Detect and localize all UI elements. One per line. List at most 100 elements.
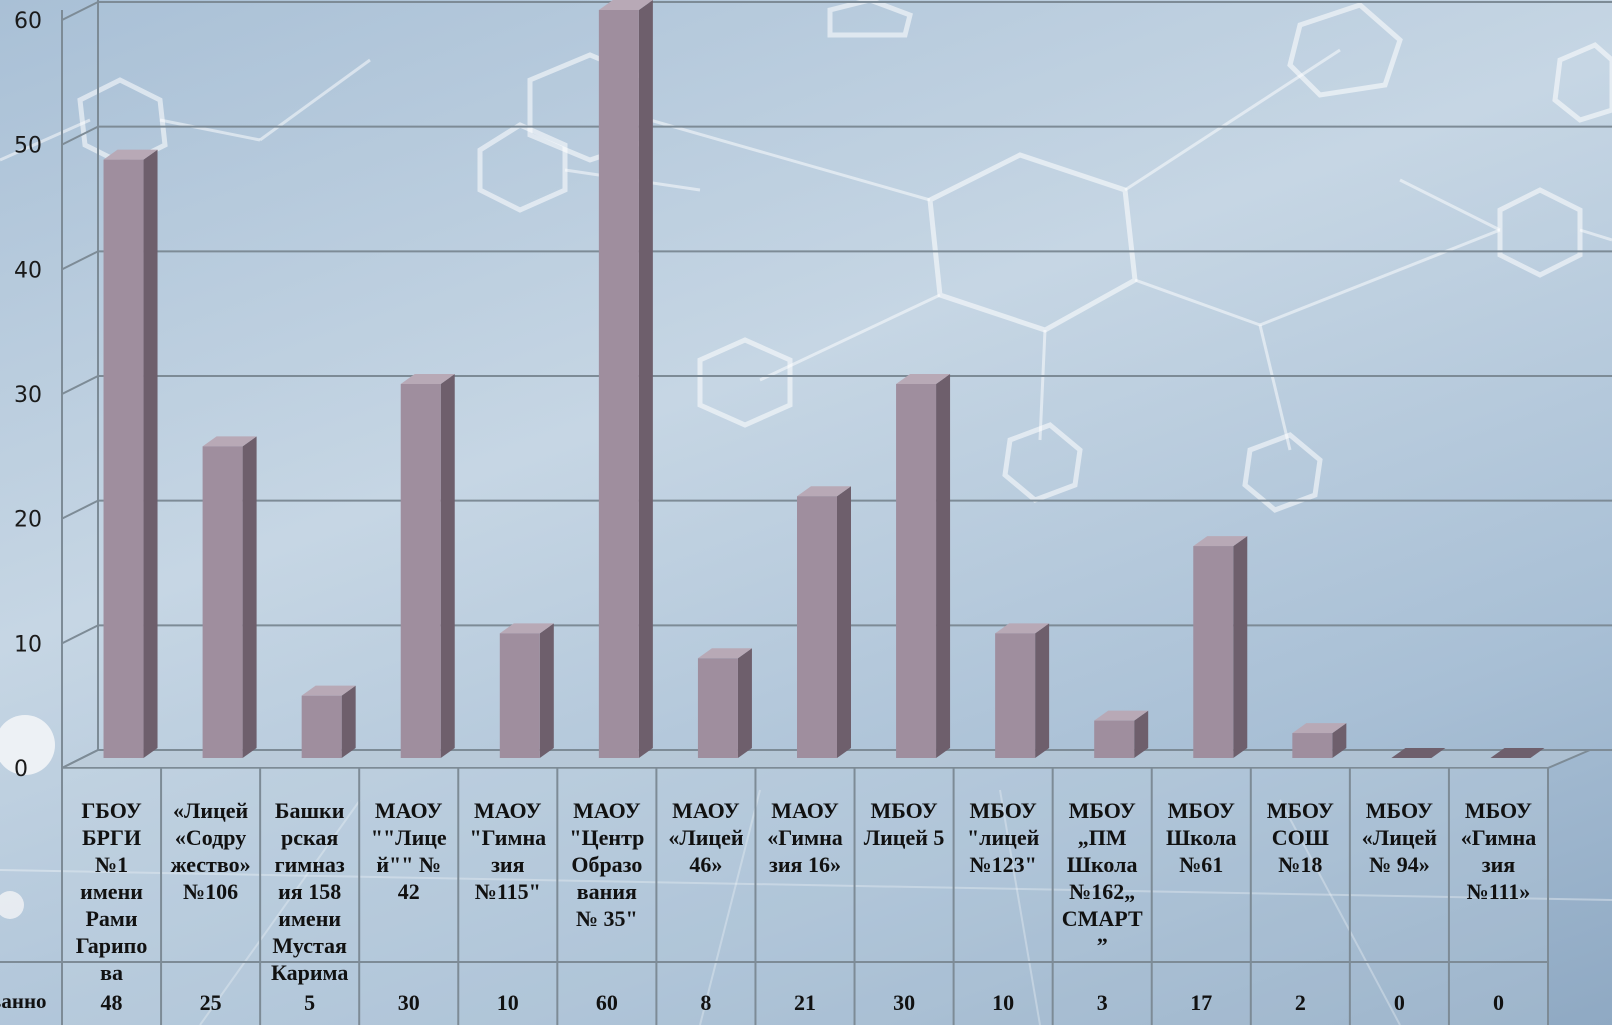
bar-side [242,436,257,758]
bar [1292,723,1347,758]
bar-front [103,159,144,759]
y-tick-label: 50 [14,134,42,159]
category-label-line: МАОУ [573,798,641,823]
bar-side [440,374,455,758]
category-label-line: МБОУ [1168,798,1235,823]
category-label-line: МАОУ [474,798,542,823]
category-label-line: Мустая [272,933,347,958]
series-row-label: ванно [0,989,47,1013]
category-label: Башки рская гимназ ия 158 имени Мустая Карима [271,798,348,985]
bar-top [995,623,1050,634]
category-label-line: БРГИ [82,825,141,850]
bar-side [1035,623,1050,758]
category-label-line: МБОУ [870,798,937,823]
gridline-diagonal [61,125,99,146]
bar-front [1292,733,1333,758]
category-label: МБОУ СОШ №18 [1267,798,1334,877]
bar-side [1332,723,1347,758]
category-label-line: Школа [1067,852,1138,877]
category-label-line: МБОУ [1069,798,1136,823]
bar-top [697,648,752,659]
category-label-line: ” [1097,933,1108,958]
data-value-label: 0 [1493,990,1504,1015]
category-label-line: ва [100,960,123,985]
bar-top [400,374,455,384]
y-tick-label: 0 [14,757,28,782]
bar-front [1193,546,1234,758]
category-label-line: №61 [1179,852,1223,877]
category-label-line: МБОУ [1366,798,1433,823]
category-label-line: «Содру [175,825,246,850]
category-label-line: №111» [1467,879,1531,904]
category-label-line: «Гимна [1461,825,1537,850]
category-label-line: жество» [171,852,251,877]
category-label-line: Рами [85,906,137,931]
category-label-line: ГБОУ [81,798,141,823]
category-label-line: МБОУ [1465,798,1532,823]
category-label: МБОУ "лицей №123" [967,798,1040,877]
category-label: МАОУ ""Лице й"" № 42 [371,798,447,904]
category-label: «Лицей «Содру жество» №106 [171,798,251,904]
bar-front [1094,720,1135,758]
y-tick-label: 60 [14,9,42,34]
bar-top [301,685,356,696]
category-label-line: 46» [689,852,722,877]
bar-top [1490,748,1545,758]
bar [1193,536,1248,758]
category-label-line: №162„ [1069,879,1135,904]
data-value-label: 8 [700,990,711,1015]
category-label-line: зия 16» [769,852,841,877]
bar-top [103,149,158,160]
data-value-label: 2 [1295,990,1306,1015]
category-label-line: „ПМ [1078,825,1127,850]
gridline-diagonal [61,1,99,21]
category-label-line: рская [281,825,338,850]
bar [1094,710,1149,758]
bar [995,623,1050,758]
bar [103,149,158,759]
gridline-diagonal [61,624,99,645]
category-label-line: ия 158 [278,879,341,904]
data-value-label: 0 [1394,990,1405,1015]
bar-front [499,633,540,758]
bar [797,486,851,758]
bar [896,374,951,758]
bar [202,436,257,758]
category-label-line: МАОУ [672,798,740,823]
category-label-line: имени [278,906,341,931]
bar-front [697,658,738,758]
category-label-line: МАОУ [771,798,839,823]
bar-side [341,685,356,758]
category-label-line: Башки [275,798,345,823]
gridline-diagonal [61,375,99,395]
bar [1391,748,1446,758]
bar [598,0,653,758]
bar-front [202,446,243,758]
category-label: МБОУ Лицей 5 [864,798,945,850]
bar-side [1233,536,1248,758]
category-label-line: № 94» [1369,852,1430,877]
data-value-label: 10 [497,990,519,1015]
category-label-line: МБОУ [970,798,1037,823]
y-tick-label: 30 [14,383,42,408]
gridline-diagonal [61,499,99,520]
category-label-line: «Гимна [767,825,843,850]
bar-top [1292,723,1347,734]
category-label-line: №106 [183,879,238,904]
category-label-line: №18 [1278,852,1322,877]
category-label-line: «Лицей [1362,825,1438,850]
data-value-label: 17 [1190,990,1212,1015]
bar-top [896,374,951,384]
data-value-label: 10 [992,990,1014,1015]
bar-front [400,384,441,758]
category-label-line: й"" № [376,852,441,877]
category-label-line: «Лицей [668,825,744,850]
category-label: МАОУ «Лицей 46» [668,798,744,877]
bar-top [1094,710,1149,721]
bar-front [797,496,837,758]
bar-side [837,486,851,758]
data-value-label: 3 [1097,990,1108,1015]
bar [697,648,752,758]
y-tick-label: 20 [14,508,42,533]
category-label-line: Образо [571,852,642,877]
